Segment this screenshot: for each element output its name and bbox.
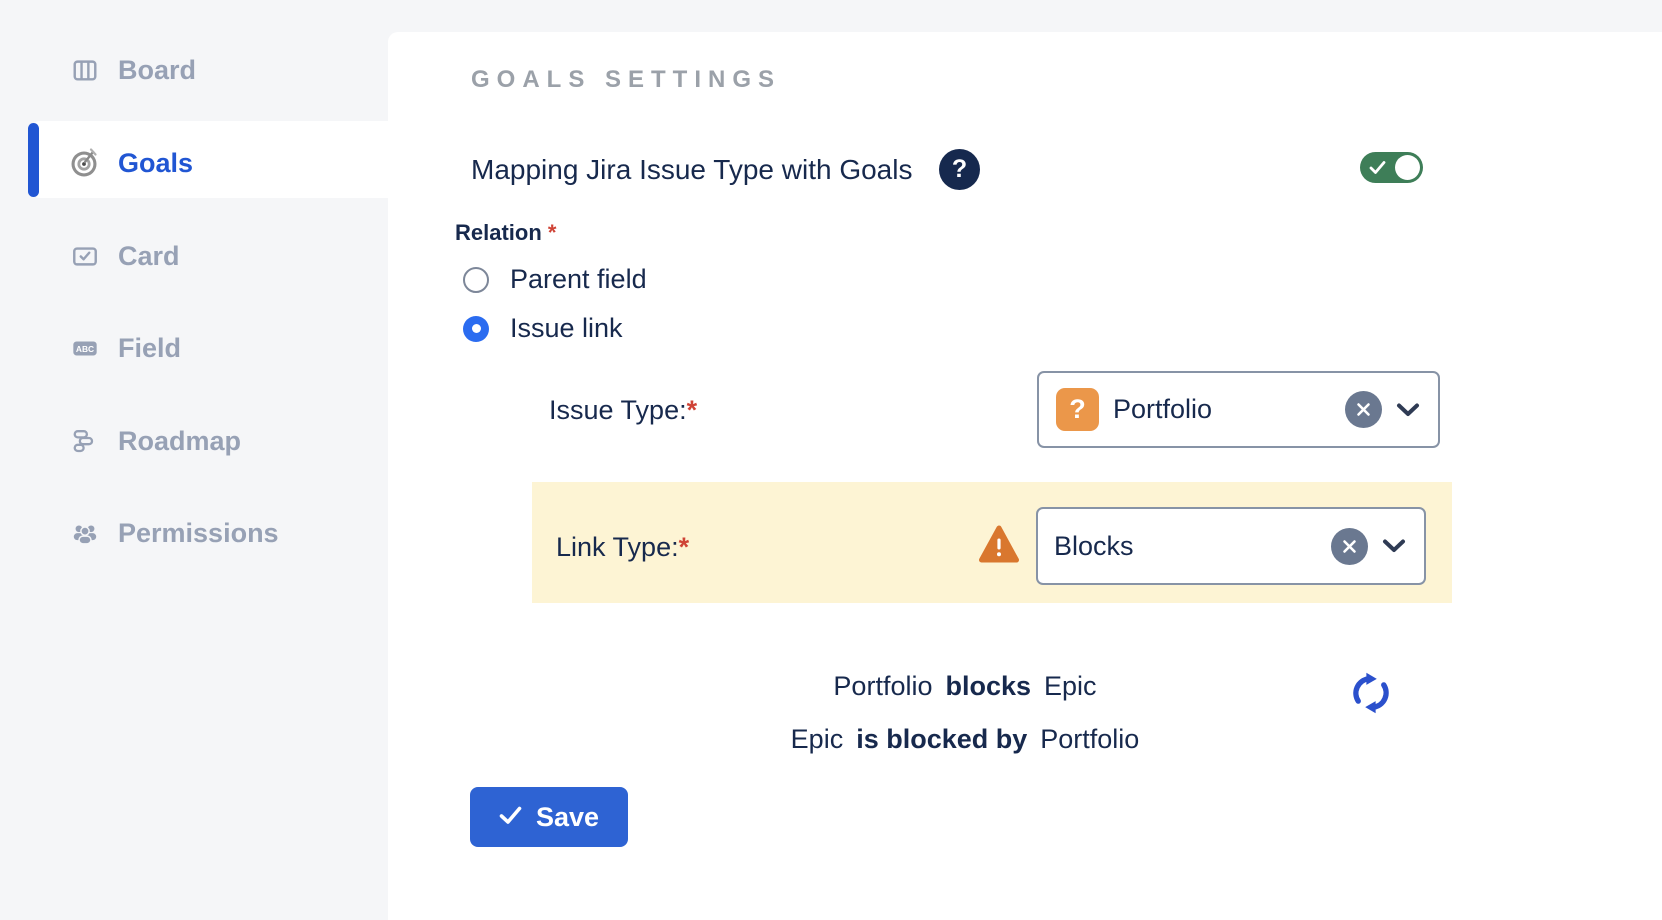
link-preview-inward: Epic is blocked by Portfolio <box>790 724 1140 754</box>
permissions-people-icon <box>68 516 102 550</box>
goals-target-icon <box>68 146 102 180</box>
save-button-label: Save <box>535 801 600 832</box>
relation-label: Relation * <box>455 220 557 245</box>
clear-icon[interactable] <box>1345 391 1382 428</box>
link-verb: is blocked by <box>856 724 1028 754</box>
link-type-select[interactable]: Blocks <box>1036 507 1426 585</box>
sidebar-item-card[interactable]: Card <box>0 218 388 294</box>
issue-type-icon-glyph: ? <box>1069 394 1086 424</box>
roadmap-bars-icon <box>68 424 102 458</box>
page-title: GOALS SETTINGS <box>471 66 782 93</box>
sidebar-item-label: Permissions <box>118 517 279 548</box>
field-icon-glyph: ABC <box>76 344 94 354</box>
link-preview-outward: Portfolio blocks Epic <box>833 671 1097 701</box>
card-check-icon <box>68 239 102 273</box>
issue-type-label: Issue Type:* <box>549 395 698 425</box>
settings-sidebar: Board Goals <box>0 0 388 920</box>
sidebar-item-label: Card <box>118 240 180 271</box>
sidebar-item-label: Goals <box>118 147 194 178</box>
sidebar-item-roadmap[interactable]: Roadmap <box>0 403 388 479</box>
save-button[interactable]: Save <box>470 787 628 847</box>
board-columns-icon <box>68 53 102 87</box>
main-panel <box>388 32 1662 920</box>
sidebar-item-field[interactable]: ABC Field <box>0 310 388 386</box>
help-icon-glyph: ? <box>951 155 968 183</box>
required-asterisk: * <box>678 532 690 562</box>
radio-label: Parent field <box>510 264 647 294</box>
sidebar-item-board[interactable]: Board <box>0 32 388 108</box>
sidebar-item-label: Roadmap <box>118 425 242 456</box>
warning-icon <box>978 525 1020 569</box>
mapping-setting-label: Mapping Jira Issue Type with Goals <box>471 154 913 185</box>
chevron-down-icon[interactable] <box>1382 539 1406 553</box>
check-icon <box>499 806 522 828</box>
link-type-label: Link Type:* <box>556 532 690 562</box>
chevron-down-icon[interactable] <box>1396 403 1420 417</box>
required-asterisk: * <box>686 395 698 425</box>
help-icon[interactable]: ? <box>939 149 980 190</box>
radio-unselected-icon[interactable] <box>463 266 489 293</box>
radio-option-parent-field[interactable]: Parent field <box>463 264 647 295</box>
portfolio-issue-type-icon: ? <box>1056 388 1099 431</box>
mapping-toggle[interactable] <box>1360 152 1423 183</box>
issue-type-value: Portfolio <box>1113 394 1213 424</box>
required-asterisk: * <box>547 220 557 245</box>
radio-selected-icon[interactable] <box>463 315 489 342</box>
toggle-check-icon <box>1369 160 1386 180</box>
radio-option-issue-link[interactable]: Issue link <box>463 313 623 344</box>
issue-type-select[interactable]: ? Portfolio <box>1037 371 1440 448</box>
sidebar-item-goals[interactable]: Goals <box>0 125 388 201</box>
link-verb: blocks <box>945 671 1032 701</box>
sidebar-item-label: Board <box>118 54 197 85</box>
clear-icon[interactable] <box>1331 527 1368 565</box>
active-item-indicator <box>28 123 39 197</box>
sidebar-item-permissions[interactable]: Permissions <box>0 495 388 571</box>
link-type-value: Blocks <box>1054 530 1134 561</box>
sidebar-item-label: Field <box>118 332 182 363</box>
field-abc-icon: ABC <box>68 331 102 365</box>
swap-direction-icon[interactable] <box>1350 671 1392 720</box>
radio-label: Issue link <box>510 313 623 343</box>
toggle-knob <box>1395 155 1420 180</box>
